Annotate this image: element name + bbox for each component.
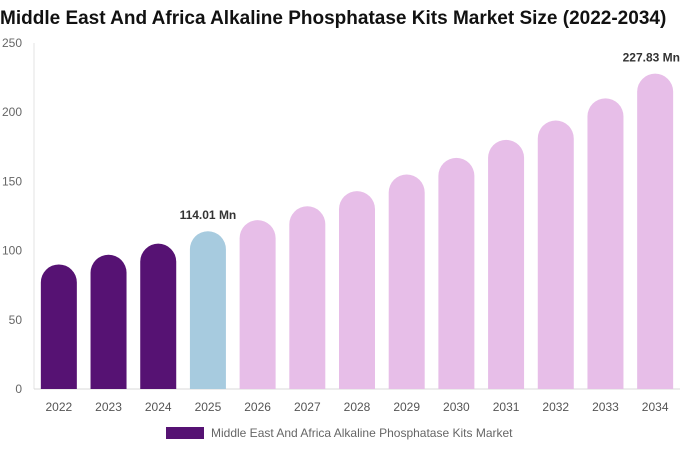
bar-2025 bbox=[189, 231, 226, 389]
bar-2034 bbox=[637, 73, 674, 389]
data-label-2034: 227.83 Mn bbox=[623, 51, 680, 65]
bar-2024 bbox=[140, 243, 177, 389]
bar-2030 bbox=[438, 157, 475, 389]
y-tick-label: 0 bbox=[15, 382, 22, 396]
x-tick-label: 2027 bbox=[294, 400, 321, 414]
y-tick-label: 100 bbox=[2, 244, 22, 258]
legend[interactable]: Middle East And Africa Alkaline Phosphat… bbox=[166, 426, 513, 440]
x-tick-label: 2030 bbox=[443, 400, 470, 414]
bar-2028 bbox=[339, 191, 375, 389]
bar-2032 bbox=[537, 120, 574, 389]
x-tick-label: 2025 bbox=[195, 400, 222, 414]
x-tick-label: 2022 bbox=[45, 400, 72, 414]
data-label-2025: 114.01 Mn bbox=[180, 208, 237, 222]
x-tick-label: 2029 bbox=[393, 400, 420, 414]
x-tick-label: 2033 bbox=[592, 400, 619, 414]
chart-title: Middle East And Africa Alkaline Phosphat… bbox=[0, 8, 667, 29]
x-tick-label: 2031 bbox=[493, 400, 520, 414]
legend-label: Middle East And Africa Alkaline Phosphat… bbox=[211, 426, 513, 440]
bar-2022 bbox=[40, 264, 77, 389]
bar-2029 bbox=[388, 174, 425, 389]
x-tick-label: 2024 bbox=[145, 400, 172, 414]
bar-2033 bbox=[587, 98, 624, 390]
bar-2026 bbox=[239, 220, 276, 389]
legend-swatch bbox=[166, 427, 204, 439]
y-tick-label: 250 bbox=[2, 36, 22, 50]
x-tick-label: 2023 bbox=[95, 400, 122, 414]
x-tick-label: 2034 bbox=[642, 400, 669, 414]
bar-2031 bbox=[488, 139, 525, 389]
bar-2023 bbox=[90, 254, 127, 389]
y-tick-label: 50 bbox=[9, 313, 23, 327]
x-tick-label: 2026 bbox=[244, 400, 271, 414]
y-tick-label: 150 bbox=[2, 174, 22, 188]
x-tick-label: 2032 bbox=[542, 400, 569, 414]
bar-2027 bbox=[289, 206, 326, 389]
x-tick-label: 2028 bbox=[344, 400, 371, 414]
y-tick-label: 200 bbox=[2, 105, 22, 119]
